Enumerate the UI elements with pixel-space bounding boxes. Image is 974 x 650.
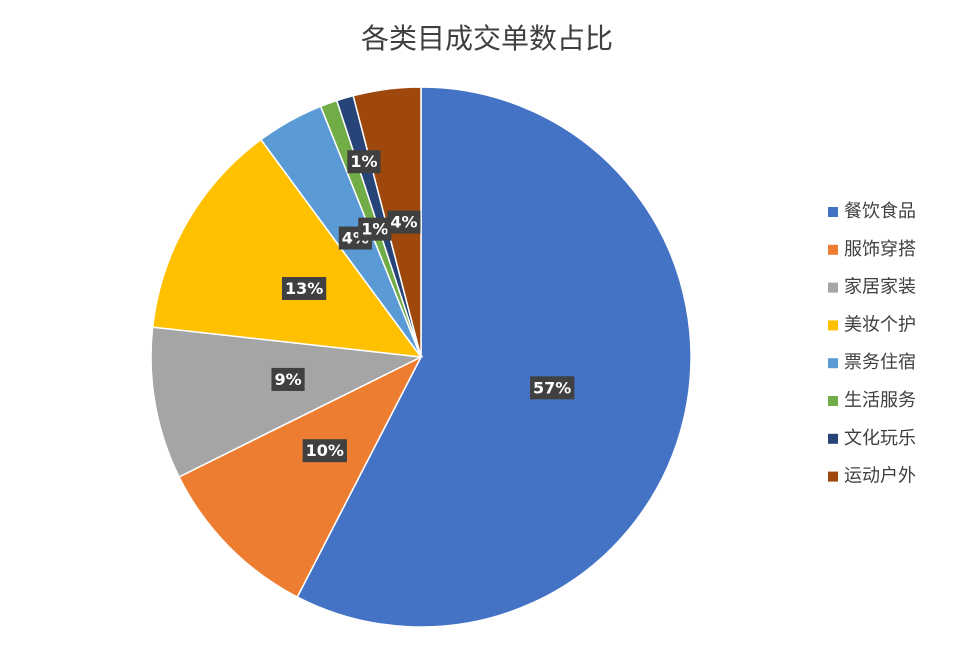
data-label-box [271, 367, 305, 391]
legend-swatch [828, 471, 838, 482]
legend-label: 票务住宿 [844, 352, 916, 373]
legend-label: 生活服务 [844, 390, 916, 411]
data-labels: 57%10%9%13%4%1%1%4% [271, 150, 575, 463]
data-label: 1% [361, 220, 388, 239]
legend-swatch [828, 282, 838, 293]
pie-slice [178, 355, 423, 598]
legend-swatch [828, 207, 838, 217]
pie [150, 86, 692, 628]
data-label: 13% [285, 279, 323, 298]
legend-label: 运动户外 [844, 466, 916, 487]
data-label: 9% [274, 370, 301, 389]
data-label-box [302, 439, 347, 463]
pie-slice [151, 138, 423, 358]
legend-label: 文化玩乐 [844, 428, 916, 449]
pie-slice [296, 86, 692, 628]
legend-swatch [828, 433, 838, 444]
legend-label: 服饰穿搭 [844, 239, 916, 260]
data-label-box [530, 376, 575, 400]
legend-label: 餐饮食品 [844, 201, 916, 222]
data-label: 10% [306, 441, 344, 460]
data-label: 4% [390, 213, 417, 232]
pie-slice [150, 326, 424, 478]
data-label: 57% [533, 378, 571, 397]
legend-label: 家居家装 [844, 277, 916, 298]
data-label-box [387, 210, 421, 234]
legend-label: 美妆个护 [844, 314, 916, 335]
legend-swatch [828, 320, 838, 331]
chart-title: 各类目成交单数占比 [361, 22, 613, 55]
data-label-box [347, 150, 381, 174]
legend-swatch [828, 358, 838, 369]
data-label-box [358, 217, 392, 241]
legend-swatch [828, 244, 838, 255]
data-label-box [281, 277, 327, 300]
legend-swatch [828, 396, 838, 406]
data-label: 1% [350, 152, 377, 171]
